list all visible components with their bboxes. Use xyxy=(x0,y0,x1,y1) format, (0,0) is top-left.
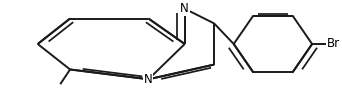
Text: Br: Br xyxy=(327,37,340,51)
Text: N: N xyxy=(144,73,153,86)
Text: N: N xyxy=(180,2,189,15)
